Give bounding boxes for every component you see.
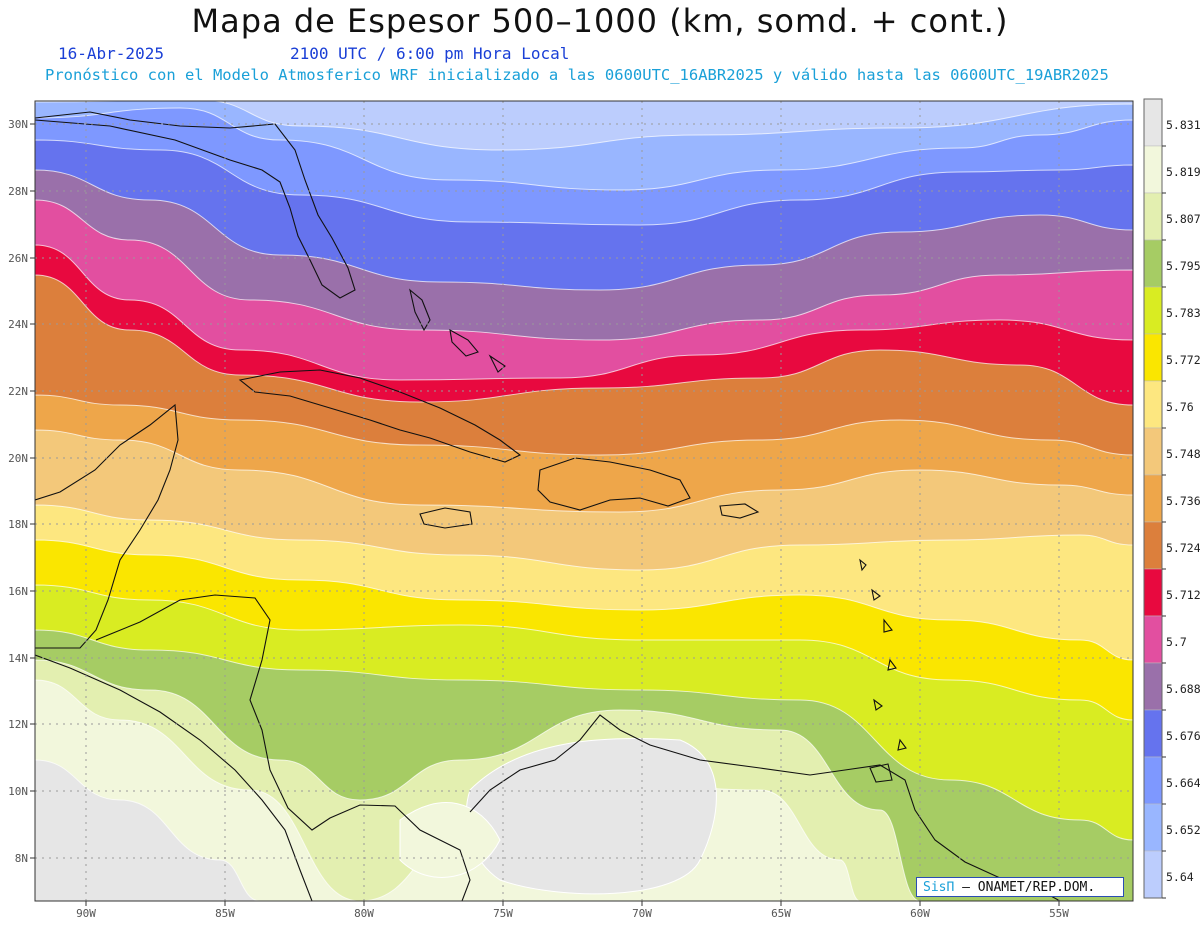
colorbar-swatch bbox=[1143, 427, 1163, 476]
lat-tick-label: 28N bbox=[8, 185, 28, 198]
colorbar-swatch bbox=[1143, 803, 1163, 852]
thickness-band-5.819 bbox=[399, 802, 501, 878]
colorbar-swatch bbox=[1143, 756, 1163, 805]
colorbar-swatch bbox=[1143, 662, 1163, 711]
credit-dash: – bbox=[954, 880, 978, 895]
colorbar-label: 5.724 bbox=[1166, 541, 1200, 555]
map-frame bbox=[34, 100, 1134, 902]
lat-tick-label: 14N bbox=[8, 652, 28, 665]
colorbar-label: 5.652 bbox=[1166, 823, 1200, 837]
colorbar-swatch bbox=[1143, 615, 1163, 664]
colorbar-label: 5.688 bbox=[1166, 682, 1200, 696]
colorbar-swatch bbox=[1143, 98, 1163, 147]
colorbar-swatch bbox=[1143, 380, 1163, 429]
lon-tick-label: 70W bbox=[632, 907, 652, 920]
colorbar-label: 5.807 bbox=[1166, 212, 1200, 226]
thickness-contour-bands bbox=[35, 101, 1133, 901]
forecast-description: Pronóstico con el Modelo Atmosferico WRF… bbox=[45, 66, 1109, 84]
colorbar-swatch bbox=[1143, 333, 1163, 382]
lat-tick-label: 12N bbox=[8, 718, 28, 731]
colorbar-swatch bbox=[1143, 568, 1163, 617]
lon-tick-label: 80W bbox=[354, 907, 374, 920]
sispi-logo: SisΠ bbox=[923, 880, 955, 895]
colorbar-swatch bbox=[1143, 192, 1163, 241]
lon-tick-label: 65W bbox=[771, 907, 791, 920]
lon-tick-label: 90W bbox=[76, 907, 96, 920]
colorbar-label: 5.819 bbox=[1166, 165, 1200, 179]
colorbar-label: 5.7 bbox=[1166, 635, 1187, 649]
colorbar-label: 5.748 bbox=[1166, 447, 1200, 461]
colorbar-label: 5.831 bbox=[1166, 118, 1200, 132]
coastlines bbox=[35, 111, 1061, 901]
colorbar-label: 5.676 bbox=[1166, 729, 1200, 743]
colorbar-label: 5.772 bbox=[1166, 353, 1200, 367]
map-title: Mapa de Espesor 500–1000 (km, somd. + co… bbox=[191, 2, 1009, 40]
lat-tick-label: 22N bbox=[8, 385, 28, 398]
colorbar-swatch bbox=[1143, 521, 1163, 570]
lat-tick-label: 8N bbox=[15, 852, 28, 865]
colorbar-swatch bbox=[1143, 709, 1163, 758]
colorbar-swatch bbox=[1143, 286, 1163, 335]
colorbar-label: 5.664 bbox=[1166, 776, 1200, 790]
colorbar-legend: 5.831 5.819 5.807 5.795 5.783 5.772 5.76 5.748 5… bbox=[1143, 98, 1200, 899]
longitude-axis: 90W 85W 80W 75W 70W 65W 60W 55W bbox=[76, 901, 1069, 920]
lon-tick-label: 55W bbox=[1049, 907, 1069, 920]
lat-lon-grid bbox=[35, 101, 1133, 901]
colorbar-swatch bbox=[1143, 850, 1163, 899]
lat-tick-label: 20N bbox=[8, 452, 28, 465]
date-label: 16-Abr-2025 bbox=[58, 44, 164, 63]
colorbar-label: 5.712 bbox=[1166, 588, 1200, 602]
credit-box: SisΠ – ONAMET/REP.DOM. bbox=[916, 877, 1124, 897]
thickness-band-5.831 bbox=[465, 737, 717, 895]
colorbar-swatch bbox=[1143, 145, 1163, 194]
lon-tick-label: 85W bbox=[215, 907, 235, 920]
lat-tick-label: 16N bbox=[8, 585, 28, 598]
colorbar-frame bbox=[1143, 98, 1163, 899]
colorbar-label: 5.76 bbox=[1166, 400, 1194, 414]
lat-tick-label: 26N bbox=[8, 252, 28, 265]
lat-tick-label: 24N bbox=[8, 318, 28, 331]
credit-org: ONAMET/REP.DOM. bbox=[977, 880, 1096, 895]
colorbar-swatch bbox=[1143, 474, 1163, 523]
colorbar-label: 5.795 bbox=[1166, 259, 1200, 273]
lon-tick-label: 75W bbox=[493, 907, 513, 920]
colorbar-label: 5.783 bbox=[1166, 306, 1200, 320]
lat-tick-label: 18N bbox=[8, 518, 28, 531]
colorbar-swatch bbox=[1143, 239, 1163, 288]
thickness-band-5.831 bbox=[35, 759, 261, 901]
colorbar-label: 5.64 bbox=[1166, 870, 1194, 884]
lat-tick-label: 30N bbox=[8, 118, 28, 131]
latitude-axis: 30N 28N 26N 24N 22N 20N 18N 16N 14N 12N 10N 8N bbox=[8, 118, 35, 865]
lat-tick-label: 10N bbox=[8, 785, 28, 798]
colorbar-label: 5.736 bbox=[1166, 494, 1200, 508]
time-label: 2100 UTC / 6:00 pm Hora Local bbox=[290, 44, 570, 63]
lon-tick-label: 60W bbox=[910, 907, 930, 920]
